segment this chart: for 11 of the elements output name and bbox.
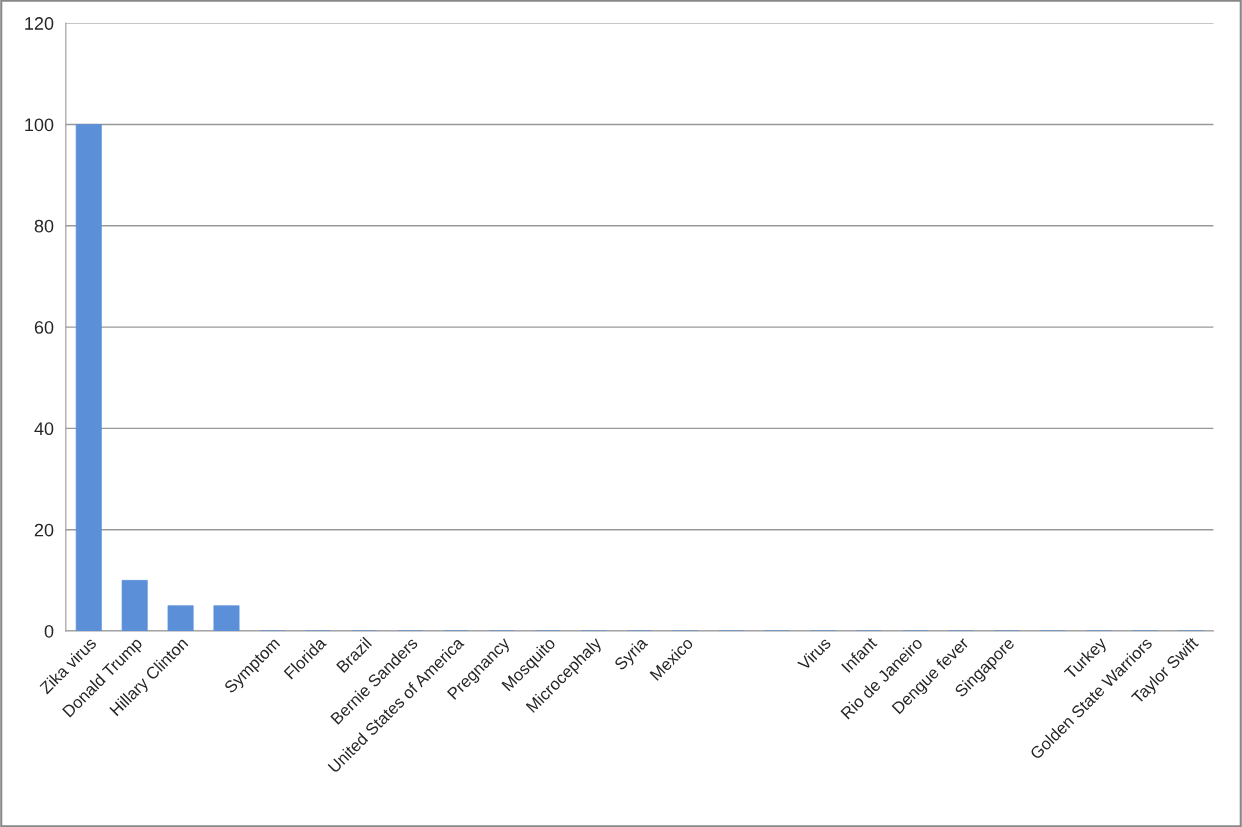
y-tick-label: 100 (25, 118, 54, 132)
y-tick-label: 20 (34, 523, 54, 537)
y-tick-label: 0 (44, 624, 54, 638)
bar (167, 605, 194, 631)
y-tick-label: 120 (25, 17, 54, 30)
y-tick-label: 80 (34, 219, 54, 233)
bar (75, 124, 102, 631)
bar (213, 605, 240, 631)
y-tick-label: 60 (34, 321, 54, 334)
bar (121, 580, 148, 631)
y-tick-label: 40 (34, 422, 54, 436)
